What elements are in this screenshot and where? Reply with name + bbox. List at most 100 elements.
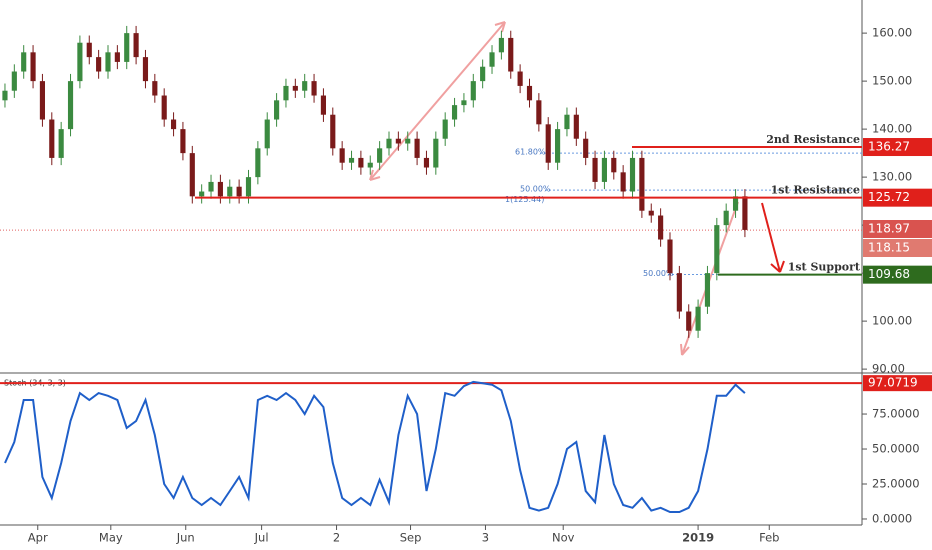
candle-body [620,172,626,192]
candle-body [442,119,448,139]
price-box [863,239,932,257]
candle-body [283,85,289,101]
candle-body [11,71,17,91]
x-tick-label: May [99,531,123,545]
candle-body [77,42,83,82]
candle-body [592,157,598,182]
x-tick-label: Jun [176,531,195,545]
candle-body [142,57,149,82]
candle-body [255,148,261,178]
candle-body [86,42,92,58]
candle-body [545,124,551,163]
stoch-line [4,380,746,513]
level-box [863,188,932,207]
candle-body [339,148,345,163]
candle-body [170,119,177,130]
price-box [863,220,932,238]
candle-body [583,138,589,158]
candle-body [39,81,46,120]
candle-body [152,81,158,96]
level-value: 136.27 [868,140,910,154]
candle-body [742,196,748,230]
candle-body [564,114,570,130]
fib-label: 50.00% [643,269,674,278]
y-tick-label: 75.0000 [872,407,920,421]
candle-body [49,119,55,158]
candle-body [601,157,607,182]
candle-body [423,157,430,168]
candle-body [227,186,233,197]
candle-body [67,81,74,130]
y-tick-label: 140.00 [872,122,912,136]
y-tick-label: 130.00 [872,170,912,184]
candle-body [658,215,664,240]
stoch-level-box [863,375,932,392]
candle-body [405,138,411,144]
level-name: 1st Resistance [771,184,860,197]
candle-body [96,57,102,72]
candle-body [30,52,36,82]
candle-body [320,95,327,115]
x-tick-label: Nov [552,531,575,545]
price-value: 118.97 [868,222,910,236]
arrow-head [680,343,690,356]
level-value: 109.68 [868,267,910,281]
candle-body [695,306,701,331]
candle-body [517,71,523,86]
x-tick-label: Jul [254,531,269,545]
candle-body [386,138,392,149]
arrow-head [770,260,785,273]
x-tick-label: Feb [759,531,779,545]
arrow-head [369,21,506,181]
candle-body [508,37,514,72]
trend-arrow [369,21,506,181]
candle-body [414,138,420,158]
candle-body [358,157,364,168]
candle-body [732,196,739,211]
level-value: 125.72 [868,190,910,204]
level-box [863,138,932,157]
price-value: 118.15 [868,241,910,255]
x-tick-label: Sep [400,531,422,545]
candle-body [470,81,476,101]
y-tick-label: 150.00 [872,74,912,88]
y-tick-label: 160.00 [872,26,912,40]
level-name: 2nd Resistance [766,133,860,146]
candle-body [480,66,486,82]
level-box [863,265,932,284]
stoch-level-value: 97.0719 [868,376,918,390]
candle-body [395,138,401,144]
candle-body [2,90,8,101]
candle-body [133,33,139,58]
candle-body [526,85,533,101]
y-tick-label: 100.00 [872,314,912,328]
candle-body [461,100,467,106]
candle-body [348,157,355,163]
candle-body [124,33,130,62]
y-tick-label: 50.0000 [872,442,920,456]
x-tick-label: 3 [482,531,489,545]
candle-body [208,181,214,192]
candle-body [274,100,280,120]
candle-body [161,95,167,120]
candle-body [114,52,120,62]
candle-body [686,311,692,331]
candle-body [302,81,308,91]
x-tick-label: 2 [333,531,340,545]
candle-body [629,157,636,192]
candle-body [236,186,242,197]
candle-body [433,138,439,168]
candle-body [667,239,673,274]
candle-body [189,153,195,197]
y-tick-label: 90.00 [872,362,905,376]
candle-body [489,52,495,67]
candle-body [704,273,711,307]
candle-body [199,191,205,197]
candle-body [245,177,252,197]
candle-body [105,52,111,72]
candle-body [330,114,336,149]
fib-label: 50.00% [520,185,551,194]
candle-body [367,162,373,168]
projection-arrow [761,202,781,273]
